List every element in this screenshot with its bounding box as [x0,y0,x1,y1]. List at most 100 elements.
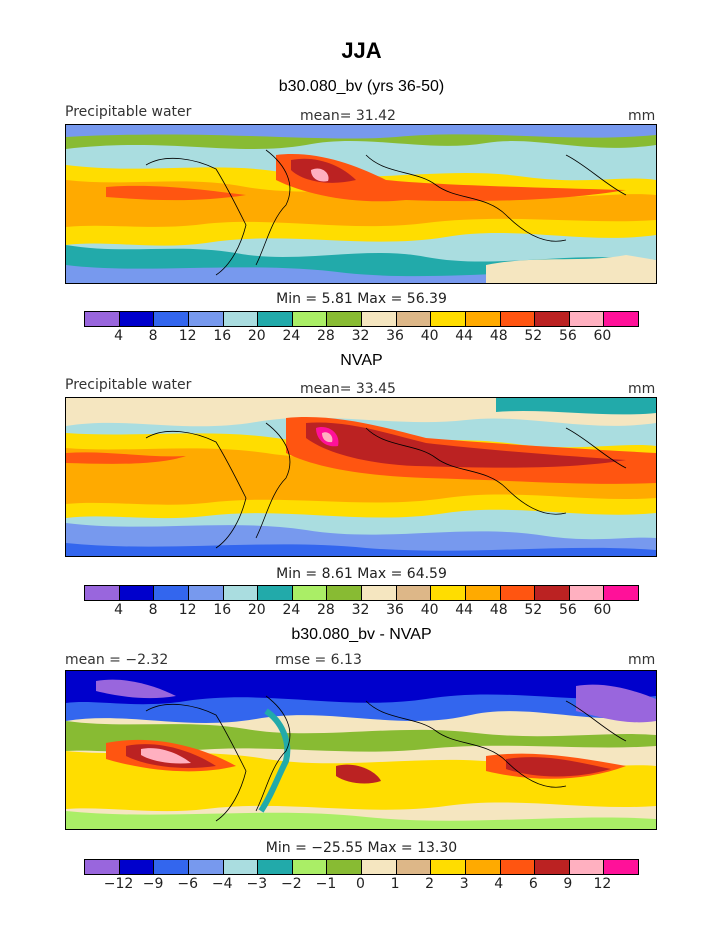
colorbar-tick-label: 12 [178,602,197,618]
colorbar-swatch [154,586,189,600]
colorbar-tick-label: 2 [425,876,435,892]
colorbar-tick-label: 20 [247,328,266,344]
colorbar-swatch [465,860,501,874]
colorbar-tick-label: 40 [420,328,439,344]
colorbar-tick-label: 52 [524,328,543,344]
colorbar-swatch [258,860,293,874]
colorbar-swatch [85,312,120,326]
colorbar-swatch [396,860,432,874]
colorbar-tick-label: 0 [356,876,365,892]
colorbar-swatch [85,586,120,600]
colorbar-swatch [188,860,224,874]
colorbar-tick-label: 24 [282,602,301,618]
colorbar-swatch [154,312,189,326]
colorbar-tick-label: 36 [386,602,404,618]
colorbar-tick-label: 4 [494,876,504,892]
colorbar-swatch [431,586,466,600]
colorbar-tick-label: 16 [213,602,232,618]
panel-3-units-label: mm [628,652,656,668]
colorbar-swatch [604,312,638,326]
panel-3-rmse-label: rmse = 6.13 [275,652,362,668]
panel-1-colorbar-ticks: 4 8 12 16 20 24 28 32 36 40 44 48 52 56 60 [84,328,639,344]
colorbar-swatch [223,860,259,874]
panel-2-map [65,397,657,557]
colorbar-swatch [431,312,466,326]
colorbar-tick-label: 60 [593,328,612,344]
colorbar-tick-label: 16 [213,328,232,344]
colorbar-tick-label: 1 [390,876,400,892]
colorbar-swatch [258,312,293,326]
colorbar-tick-label: −12 [103,876,134,892]
colorbar-tick-label: 28 [317,602,335,618]
colorbar-tick-label: 56 [558,602,577,618]
colorbar-tick-label: −6 [177,876,199,892]
colorbar-swatch [258,586,293,600]
colorbar-tick-label: −1 [315,876,337,892]
colorbar-tick-label: −4 [211,876,233,892]
colorbar-swatch [188,312,224,326]
colorbar-tick-label: 44 [455,602,474,618]
colorbar-tick-label: −3 [246,876,268,892]
colorbar-tick-label: 4 [114,602,124,618]
colorbar-swatch [500,312,536,326]
colorbar-swatch [85,860,120,874]
panel-3-min-max: Min = −25.55 Max = 13.30 [265,840,458,856]
panel-3-mean-label: mean = −2.32 [65,652,169,668]
colorbar-swatch [119,586,155,600]
panel-3-colorbar-ticks: −12 −9 −6 −4 −3 −2 −1 0 1 2 3 4 6 9 12 [84,876,639,892]
colorbar-swatch [223,312,259,326]
colorbar-swatch [604,860,638,874]
colorbar-tick-label: 48 [489,602,508,618]
colorbar-tick-label: 48 [489,328,508,344]
colorbar-tick-label: 12 [593,876,612,892]
colorbar-tick-label: 60 [593,602,612,618]
colorbar-swatch [292,312,328,326]
colorbar-swatch [119,312,155,326]
panel-2-mean-label: mean= 33.45 [300,381,396,397]
panel-1-units-label: mm [628,108,656,124]
colorbar-swatch [327,312,362,326]
colorbar-swatch [604,586,638,600]
colorbar-swatch [396,586,432,600]
colorbar-swatch [396,312,432,326]
page-title: JJA [341,38,382,63]
colorbar-tick-label: 36 [386,328,404,344]
panel-2-units-label: mm [628,381,656,397]
colorbar-swatch [362,586,397,600]
colorbar-swatch [535,860,570,874]
colorbar-swatch [223,586,259,600]
panel-2-subtitle: NVAP [340,352,383,369]
colorbar-tick-label: 56 [558,328,577,344]
colorbar-swatch [431,860,466,874]
colorbar-tick-label: −2 [281,876,302,892]
colorbar-swatch [327,860,362,874]
panel-1-mean-label: mean= 31.42 [300,108,396,124]
colorbar-tick-label: 44 [455,328,474,344]
panel-1-map [65,124,657,284]
colorbar-tick-label: 12 [178,328,197,344]
panel-1-variable-label: Precipitable water [65,104,192,120]
panel-1-min-max: Min = 5.81 Max = 56.39 [276,291,447,307]
colorbar-tick-label: 3 [459,876,469,892]
colorbar-swatch [569,860,605,874]
colorbar-tick-label: 28 [317,328,335,344]
panel-2-min-max: Min = 8.61 Max = 64.59 [276,566,447,582]
colorbar-tick-label: 6 [528,876,538,892]
colorbar-tick-label: −9 [142,876,164,892]
colorbar-tick-label: 8 [148,602,158,618]
colorbar-tick-label: 4 [114,328,124,344]
panel-3-map [65,670,657,830]
colorbar-swatch [188,586,224,600]
colorbar-swatch [362,860,397,874]
panel-3-subtitle: b30.080_bv - NVAP [291,626,432,643]
colorbar-swatch [569,312,605,326]
panel-1-subtitle: b30.080_bv (yrs 36-50) [278,78,445,95]
colorbar-swatch [292,860,328,874]
colorbar-tick-label: 8 [148,328,158,344]
colorbar-swatch [327,586,362,600]
colorbar-swatch [569,586,605,600]
colorbar-tick-label: 40 [420,602,439,618]
colorbar-swatch [500,586,536,600]
colorbar-tick-label: 20 [247,602,266,618]
colorbar-tick-label: 32 [351,328,370,344]
